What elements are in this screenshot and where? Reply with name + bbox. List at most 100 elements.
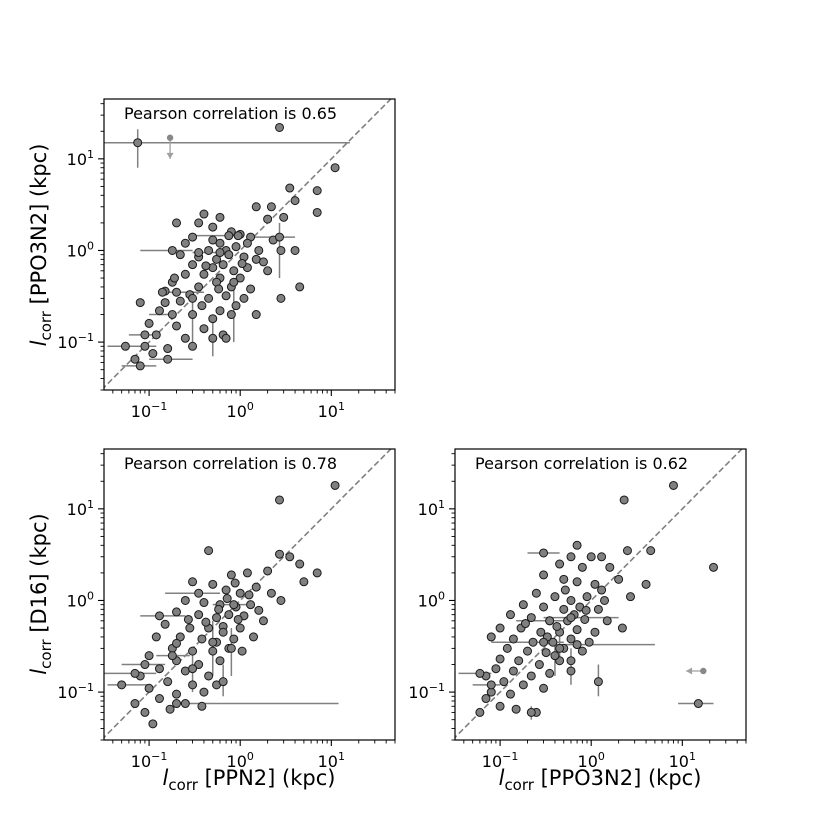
scatter-point [539,602,549,612]
scatter-point [593,677,603,687]
scatter-point [597,552,607,562]
scatter-point [539,548,549,558]
scatter-point [646,546,656,556]
scatter-point [275,495,285,505]
plot-area [455,449,743,739]
scatter-point [237,646,247,656]
scatter-point [208,235,218,245]
x-tick-label: 100 [227,400,254,421]
scatter-point [185,623,195,633]
scatter-point [194,610,204,620]
scatter-point [218,260,228,270]
scatter-point [572,640,582,650]
scatter-point [221,291,231,301]
scatter-point [180,699,190,709]
scatter-point [172,689,182,699]
scatter-point [290,196,300,206]
scatter-point [246,284,256,294]
scatter-point [130,668,140,678]
scatter-point [172,638,182,648]
scatter-point [130,699,140,709]
scatter-point [580,614,590,624]
y-tick-label: 10−1 [57,681,94,702]
scatter-point [154,306,164,316]
scatter-point [528,637,538,647]
scatter-point [144,683,154,693]
scatter-point [188,664,198,674]
scatter-point [254,605,264,615]
scatter-point [566,613,576,623]
scatter-point [117,680,127,690]
scatter-point [275,122,285,132]
scatter-point [251,582,261,592]
x-tick-label: 100 [578,750,605,771]
x-axis-label-right: lcorr [PPO3N2] (kpc) [499,766,702,794]
scatter-point [215,212,225,222]
scatter-point [224,231,234,241]
scatter-point [263,266,273,276]
panel-bottom-left: 10−1 100 101 10−1 100 101 Pearson correlation … [57,448,396,771]
scatter-point [590,627,600,637]
scatter-point [199,324,209,334]
scatter-point [560,585,570,595]
scatter-point [204,293,214,303]
scatter-point [475,707,485,717]
scatter-point [276,595,286,605]
scatter-point [518,680,528,690]
scatter-point [330,480,340,490]
scatter-point [180,333,190,343]
upper-limit-point [700,667,707,675]
scatter-point [197,301,207,311]
scatter-point [188,293,198,303]
scatter-point [276,245,286,255]
scatter-point [505,689,515,699]
scatter-point [495,701,505,711]
scatter-point [254,245,264,255]
y-tick-label: 100 [418,589,445,610]
scatter-point [208,222,218,232]
scatter-point [539,683,549,693]
scatter-point [194,282,204,292]
pearson-title: Pearson correlation is 0.65 [124,104,337,123]
scatter-point [605,562,615,572]
scatter-point [499,677,509,687]
scatter-point [566,656,576,666]
y-axis-label-top: lcorr [PPO3N2] (kpc) [27,144,55,347]
scatter-point [231,242,241,252]
scatter-point [709,562,719,572]
scatter-point [668,480,678,490]
scatter-point [172,287,182,297]
scatter-point [475,668,485,678]
scatter-point [495,654,505,664]
scatter-point [572,625,582,635]
scatter-point [133,138,143,148]
scatter-point [581,605,591,615]
scatter-point [593,604,603,614]
scatter-point [120,341,130,351]
scatter-point [541,648,551,658]
scatter-point [572,540,582,550]
scatter-point [230,578,240,588]
scatter-point [276,293,286,303]
scatter-point [486,632,496,642]
scatter-point [486,680,496,690]
panel-bottom-right: 10−1 100 101 10−1 100 101 Pearson correlation … [408,448,747,771]
scatter-point [188,260,198,270]
scatter-point [163,354,173,364]
scatter-point [199,598,209,608]
scatter-point [295,559,305,569]
scatter-point [175,250,185,260]
scatter-point [597,585,607,595]
scatter-point [290,245,300,255]
scatter-point [555,643,565,653]
scatter-point [180,269,190,279]
scatter-point [566,595,576,605]
scatter-point [229,266,239,276]
scatter-point [183,614,193,624]
scatter-point [508,634,518,644]
scatter-point [514,656,524,666]
scatter-point [188,646,198,656]
axes-frame [454,448,747,741]
scatter-point [194,248,204,258]
